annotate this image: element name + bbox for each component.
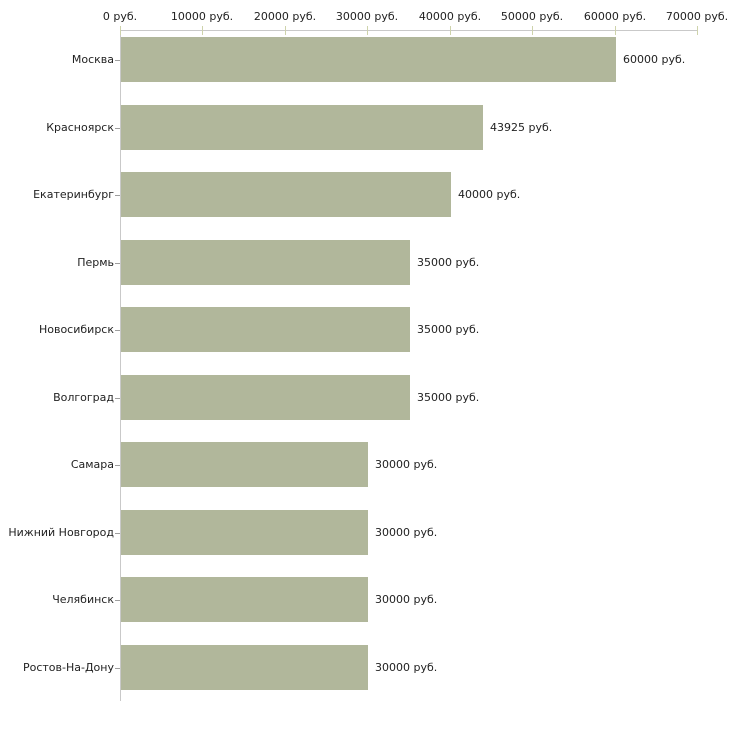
x-axis-tick-label: 70000 руб. — [665, 10, 729, 23]
category-label: Москва — [71, 53, 114, 66]
x-axis-tick-label: 60000 руб. — [583, 10, 647, 23]
value-label: 40000 руб. — [458, 188, 521, 201]
x-axis-tick — [367, 26, 368, 35]
category-label: Новосибирск — [38, 323, 114, 336]
category-label: Нижний Новгород — [8, 526, 114, 539]
bar — [121, 105, 483, 150]
value-label: 35000 руб. — [417, 256, 480, 269]
category-tick — [115, 128, 120, 129]
value-label: 35000 руб. — [417, 391, 480, 404]
x-axis-tick-label: 50000 руб. — [500, 10, 564, 23]
category-tick — [115, 398, 120, 399]
value-label: 30000 руб. — [375, 661, 438, 674]
category-tick — [115, 330, 120, 331]
value-label: 35000 руб. — [417, 323, 480, 336]
bar — [121, 172, 451, 217]
category-tick — [115, 60, 120, 61]
x-axis-tick — [615, 26, 616, 35]
x-axis-tick — [120, 26, 121, 35]
bar — [121, 577, 368, 622]
category-tick — [115, 600, 120, 601]
category-label: Пермь — [77, 256, 114, 269]
x-axis-tick — [697, 26, 698, 35]
category-tick — [115, 195, 120, 196]
y-axis-line — [120, 30, 121, 701]
x-axis-line — [120, 30, 698, 31]
x-axis-tick-label: 40000 руб. — [418, 10, 482, 23]
x-axis-tick-label: 20000 руб. — [253, 10, 317, 23]
category-tick — [115, 465, 120, 466]
bar — [121, 37, 616, 82]
value-label: 30000 руб. — [375, 593, 438, 606]
category-tick — [115, 263, 120, 264]
category-label: Челябинск — [52, 593, 114, 606]
bar — [121, 645, 368, 690]
x-axis-tick — [532, 26, 533, 35]
value-label: 30000 руб. — [375, 458, 438, 471]
category-label: Екатеринбург — [33, 188, 114, 201]
value-label: 43925 руб. — [490, 121, 553, 134]
value-label: 30000 руб. — [375, 526, 438, 539]
x-axis-tick — [202, 26, 203, 35]
bar — [121, 240, 410, 285]
category-tick — [115, 668, 120, 669]
x-axis-tick-label: 0 руб. — [102, 10, 138, 23]
category-label: Волгоград — [53, 391, 114, 404]
bar — [121, 442, 368, 487]
x-axis-tick — [285, 26, 286, 35]
category-label: Самара — [70, 458, 114, 471]
category-label: Ростов-На-Дону — [22, 661, 114, 674]
x-axis-tick-label: 10000 руб. — [170, 10, 234, 23]
category-tick — [115, 533, 120, 534]
category-label: Красноярск — [46, 121, 114, 134]
bar — [121, 375, 410, 420]
x-axis-tick-label: 30000 руб. — [335, 10, 399, 23]
value-label: 60000 руб. — [623, 53, 686, 66]
bar — [121, 307, 410, 352]
x-axis-tick — [450, 26, 451, 35]
bar — [121, 510, 368, 555]
